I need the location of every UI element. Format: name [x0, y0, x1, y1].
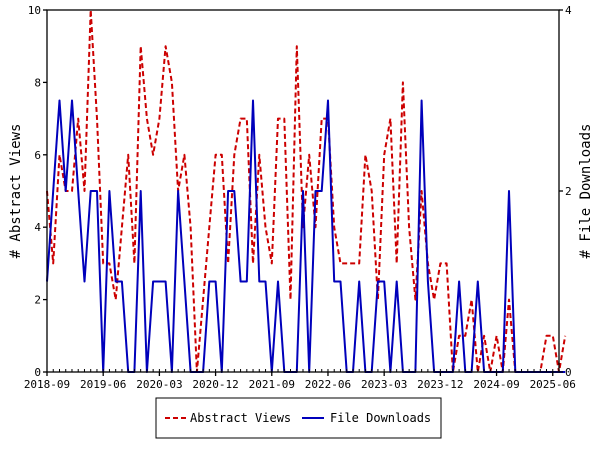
y-left-tick-label: 8 — [34, 76, 41, 89]
y-axis-title-right: # File Downloads — [578, 124, 594, 259]
x-tick-label: 2023-12 — [417, 378, 463, 391]
y-left-tick-label: 2 — [34, 294, 41, 307]
x-tick-label: 2018-09 — [24, 378, 70, 391]
y-axis-title-left: # Abstract Views — [8, 124, 24, 259]
x-tick-label: 2025-06 — [530, 378, 576, 391]
x-tick-label: 2020-12 — [192, 378, 238, 391]
x-tick-label: 2021-09 — [249, 378, 295, 391]
x-tick-label: 2019-06 — [80, 378, 126, 391]
x-tick-label: 2020-03 — [136, 378, 182, 391]
x-tick-label: 2023-03 — [361, 378, 407, 391]
series-line-1 — [46, 99, 566, 373]
legend-box — [155, 397, 442, 439]
x-tick-label: 2024-09 — [473, 378, 519, 391]
y-left-tick-label: 4 — [34, 221, 41, 234]
y-left-tick-label: 10 — [28, 4, 41, 17]
y-right-tick-label: 2 — [565, 185, 572, 198]
series-line-0 — [46, 9, 567, 373]
y-right-tick-label: 4 — [565, 4, 572, 17]
legend: Abstract Views File Downloads — [155, 397, 442, 439]
legend-label-1: File Downloads — [330, 411, 431, 425]
axes-layer: 2018-09 2019-06 2020-03 2020-12 2021-09 2022-… — [8, 4, 594, 391]
y-left-tick-label: 6 — [34, 149, 41, 162]
legend-label-0: Abstract Views — [190, 411, 291, 425]
y-right-tick-label: 0 — [565, 366, 572, 379]
y-left-tick-label: 0 — [34, 366, 41, 379]
x-tick-label: 2022-06 — [305, 378, 351, 391]
series-layer — [46, 9, 567, 373]
